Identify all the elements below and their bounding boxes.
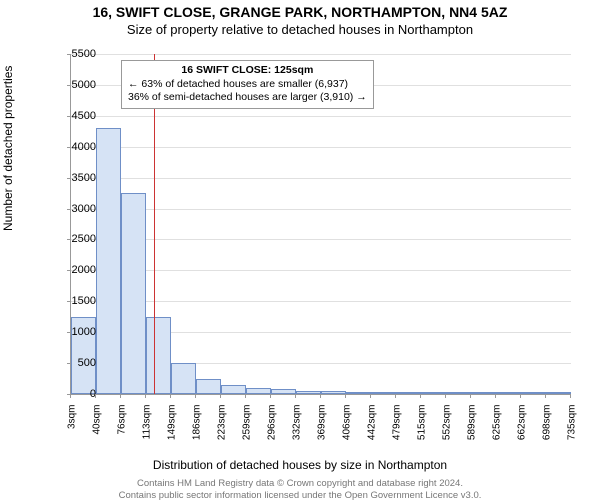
x-tick-mark bbox=[95, 394, 96, 398]
x-tick-label: 3sqm bbox=[67, 405, 78, 455]
x-tick-mark bbox=[445, 394, 446, 398]
x-tick-label: 149sqm bbox=[167, 405, 178, 455]
footer-line2: Contains public sector information licen… bbox=[0, 490, 600, 502]
x-tick-label: 552sqm bbox=[442, 405, 453, 455]
histogram-bar bbox=[196, 379, 221, 394]
x-tick-label: 625sqm bbox=[492, 405, 503, 455]
x-tick-mark bbox=[370, 394, 371, 398]
y-tick-label: 0 bbox=[56, 388, 96, 400]
histogram-bar bbox=[221, 385, 246, 394]
x-tick-mark bbox=[395, 394, 396, 398]
x-tick-mark bbox=[70, 394, 71, 398]
x-tick-mark bbox=[420, 394, 421, 398]
y-tick-label: 4000 bbox=[56, 141, 96, 153]
x-tick-mark bbox=[570, 394, 571, 398]
x-tick-mark bbox=[545, 394, 546, 398]
footer-line1: Contains HM Land Registry data © Crown c… bbox=[0, 478, 600, 490]
x-axis-label: Distribution of detached houses by size … bbox=[0, 458, 600, 472]
x-tick-label: 406sqm bbox=[342, 405, 353, 455]
histogram-bar bbox=[96, 128, 121, 394]
x-tick-label: 223sqm bbox=[217, 405, 228, 455]
histogram-bar bbox=[171, 363, 196, 394]
grid-line bbox=[71, 147, 571, 148]
annotation-line3: 36% of semi-detached houses are larger (… bbox=[128, 91, 367, 105]
footer-attribution: Contains HM Land Registry data © Crown c… bbox=[0, 478, 600, 502]
x-tick-label: 186sqm bbox=[192, 405, 203, 455]
histogram-bar bbox=[371, 392, 396, 394]
x-tick-label: 515sqm bbox=[417, 405, 428, 455]
histogram-bar bbox=[346, 392, 371, 394]
x-tick-mark bbox=[170, 394, 171, 398]
x-tick-label: 40sqm bbox=[92, 405, 103, 455]
histogram-bar bbox=[271, 389, 296, 394]
chart-subtitle: Size of property relative to detached ho… bbox=[0, 22, 600, 37]
x-tick-label: 369sqm bbox=[317, 405, 328, 455]
x-tick-label: 113sqm bbox=[142, 405, 153, 455]
x-tick-mark bbox=[270, 394, 271, 398]
y-tick-label: 1500 bbox=[56, 295, 96, 307]
grid-line bbox=[71, 116, 571, 117]
x-tick-label: 589sqm bbox=[467, 405, 478, 455]
y-axis-label: Number of detached properties bbox=[1, 66, 15, 231]
histogram-bar bbox=[321, 391, 346, 394]
y-tick-label: 5000 bbox=[56, 79, 96, 91]
x-tick-label: 735sqm bbox=[567, 405, 578, 455]
x-tick-label: 698sqm bbox=[542, 405, 553, 455]
y-tick-label: 1000 bbox=[56, 326, 96, 338]
histogram-bar bbox=[471, 392, 496, 394]
x-tick-mark bbox=[295, 394, 296, 398]
annotation-line2: ← 63% of detached houses are smaller (6,… bbox=[128, 78, 367, 92]
x-tick-mark bbox=[495, 394, 496, 398]
grid-line bbox=[71, 54, 571, 55]
histogram-bar bbox=[421, 392, 446, 394]
chart-title: 16, SWIFT CLOSE, GRANGE PARK, NORTHAMPTO… bbox=[0, 4, 600, 20]
y-tick-label: 2000 bbox=[56, 264, 96, 276]
histogram-bar bbox=[546, 392, 571, 394]
x-tick-mark bbox=[245, 394, 246, 398]
annotation-line1: 16 SWIFT CLOSE: 125sqm bbox=[128, 64, 367, 78]
y-tick-label: 500 bbox=[56, 357, 96, 369]
grid-line bbox=[71, 301, 571, 302]
y-tick-label: 4500 bbox=[56, 110, 96, 122]
x-tick-label: 259sqm bbox=[242, 405, 253, 455]
x-tick-mark bbox=[220, 394, 221, 398]
grid-line bbox=[71, 270, 571, 271]
x-tick-mark bbox=[120, 394, 121, 398]
grid-line bbox=[71, 239, 571, 240]
x-tick-label: 332sqm bbox=[292, 405, 303, 455]
histogram-bar bbox=[496, 392, 521, 394]
annotation-box: 16 SWIFT CLOSE: 125sqm ← 63% of detached… bbox=[121, 60, 374, 109]
x-tick-label: 662sqm bbox=[517, 405, 528, 455]
x-tick-mark bbox=[195, 394, 196, 398]
histogram-bar bbox=[296, 391, 321, 394]
x-tick-label: 296sqm bbox=[267, 405, 278, 455]
x-tick-mark bbox=[320, 394, 321, 398]
plot-area: 16 SWIFT CLOSE: 125sqm ← 63% of detached… bbox=[70, 54, 571, 395]
x-tick-mark bbox=[145, 394, 146, 398]
x-tick-mark bbox=[470, 394, 471, 398]
histogram-bar bbox=[521, 392, 546, 394]
chart-container: 16, SWIFT CLOSE, GRANGE PARK, NORTHAMPTO… bbox=[0, 4, 600, 504]
x-tick-mark bbox=[345, 394, 346, 398]
histogram-bar bbox=[146, 317, 171, 394]
x-tick-mark bbox=[520, 394, 521, 398]
x-tick-label: 442sqm bbox=[367, 405, 378, 455]
histogram-bar bbox=[121, 193, 146, 394]
histogram-bar bbox=[396, 392, 421, 394]
grid-line bbox=[71, 209, 571, 210]
y-tick-label: 2500 bbox=[56, 233, 96, 245]
y-tick-label: 3000 bbox=[56, 203, 96, 215]
y-tick-label: 5500 bbox=[56, 48, 96, 60]
x-tick-label: 76sqm bbox=[117, 405, 128, 455]
grid-line bbox=[71, 178, 571, 179]
x-tick-label: 479sqm bbox=[392, 405, 403, 455]
y-tick-label: 3500 bbox=[56, 172, 96, 184]
histogram-bar bbox=[246, 388, 271, 394]
histogram-bar bbox=[446, 392, 471, 394]
